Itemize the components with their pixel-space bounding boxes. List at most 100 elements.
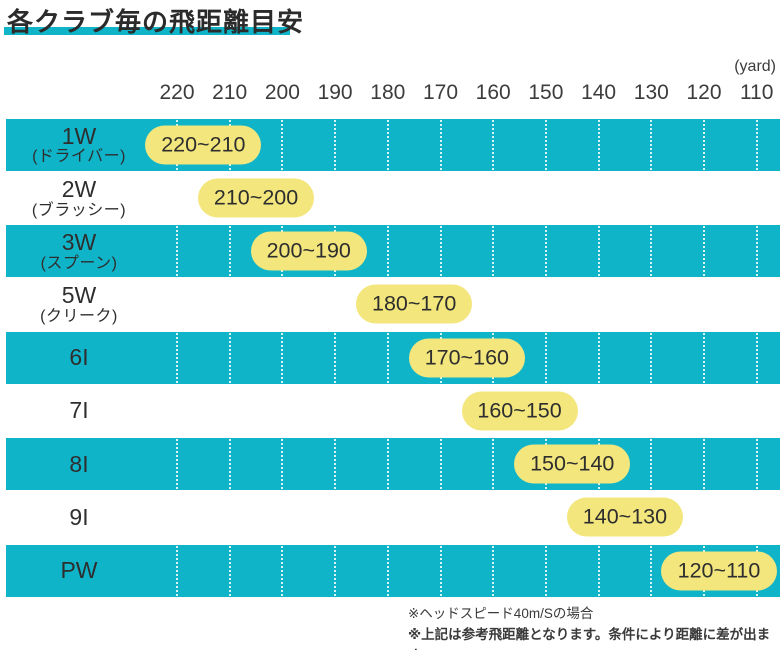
gridline-200	[281, 545, 284, 596]
gridline-180	[386, 119, 389, 170]
axis-tick-140: 140	[581, 81, 617, 104]
gridline-120	[703, 119, 705, 170]
row-9I: 9I 140~130	[0, 491, 780, 544]
axis-tick-180: 180	[370, 81, 406, 104]
axis-tick-190: 190	[317, 81, 353, 104]
gridline-120	[703, 439, 705, 490]
gridline-150	[544, 226, 547, 277]
club-label-group: 3W (スプーン)	[6, 225, 152, 278]
gridline-130	[650, 119, 653, 170]
gridline-220	[176, 545, 178, 596]
distance-pill: 180~170	[356, 284, 473, 324]
gridline-160	[492, 545, 495, 596]
club-label-group: 9I	[6, 491, 152, 544]
title-underline-bar	[4, 27, 290, 35]
club-label: 2W	[61, 175, 97, 202]
gridline-110	[755, 439, 758, 490]
club-label-group: 7I	[6, 384, 152, 437]
club-label-group: 5W (クリーク)	[6, 278, 152, 331]
distance-pill: 140~130	[566, 497, 683, 537]
row-5W: 5W (クリーク) 180~170	[0, 278, 780, 331]
club-sublabel: (ブラッシー)	[31, 201, 127, 219]
row-PW: PW 120~110	[0, 544, 780, 597]
gridline-140	[597, 119, 600, 170]
axis-tick-120: 120	[686, 81, 722, 104]
gridline-160	[492, 439, 495, 490]
distance-pill: 160~150	[461, 391, 578, 431]
club-distance-chart: 1W (ドライバー) 220~210 2W (ブラッシー) 210~200 3W (スプーン)…	[0, 118, 780, 597]
gridline-150	[544, 119, 547, 170]
gridline-170	[439, 119, 442, 170]
gridline-220	[176, 439, 178, 490]
club-sublabel: (スプーン)	[40, 254, 118, 272]
club-label: 6I	[69, 344, 89, 371]
club-sublabel: (クリーク)	[40, 308, 118, 326]
axis-tick-210: 210	[212, 81, 248, 104]
row-1W: 1W (ドライバー) 220~210	[0, 118, 780, 171]
distance-pill: 170~160	[408, 338, 525, 378]
gridline-130	[650, 332, 653, 383]
club-label: 7I	[69, 397, 89, 424]
gridline-210	[228, 545, 231, 596]
gridline-210	[228, 439, 231, 490]
gridline-210	[228, 332, 231, 383]
row-6I: 6I 170~160	[0, 331, 780, 384]
distance-pill: 220~210	[145, 125, 262, 165]
page-title: 各クラブ毎の飛距離目安	[7, 7, 305, 37]
gridline-170	[439, 545, 442, 596]
distance-pill: 200~190	[250, 231, 367, 271]
gridline-110	[755, 119, 758, 170]
teal-band	[6, 118, 780, 171]
gridline-180	[386, 439, 389, 490]
club-label: 5W	[61, 282, 97, 309]
teal-band	[6, 438, 780, 491]
club-label-group: 1W (ドライバー)	[6, 118, 152, 171]
gridline-200	[281, 119, 284, 170]
row-8I: 8I 150~140	[0, 438, 780, 491]
gridline-160	[492, 226, 495, 277]
club-label-group: 8I	[6, 438, 152, 491]
gridline-140	[597, 545, 600, 596]
gridline-170	[439, 226, 442, 277]
row-3W: 3W (スプーン) 200~190	[0, 225, 780, 278]
gridline-220	[176, 226, 178, 277]
gridline-130	[650, 545, 653, 596]
gridline-150	[544, 545, 547, 596]
club-label: 8I	[69, 450, 89, 477]
distance-pill: 210~200	[198, 178, 315, 218]
footnote-headspeed: ※ヘッドスピード40m/Sの場合	[408, 606, 594, 621]
gridline-190	[334, 332, 337, 383]
club-label: 9I	[69, 503, 89, 530]
gridline-130	[650, 226, 653, 277]
axis-tick-150: 150	[528, 81, 564, 104]
gridline-140	[597, 226, 600, 277]
gridline-150	[544, 332, 547, 383]
club-label-group: 6I	[6, 331, 152, 384]
gridline-200	[281, 332, 284, 383]
gridline-200	[281, 439, 284, 490]
gridline-110	[755, 226, 758, 277]
axis-tick-160: 160	[475, 81, 511, 104]
club-sublabel: (ドライバー)	[32, 148, 126, 166]
x-axis: 220 210 200 190 180 170 160 150 140 130 120 110	[0, 81, 780, 107]
club-label: 3W	[61, 229, 97, 256]
gridline-190	[334, 545, 337, 596]
teal-band	[6, 544, 780, 597]
gridline-180	[386, 226, 389, 277]
gridline-120	[703, 226, 705, 277]
distance-pill: 120~110	[661, 551, 777, 591]
club-label-group: PW	[6, 544, 152, 597]
gridline-170	[439, 439, 442, 490]
gridline-140	[597, 332, 600, 383]
gridline-120	[703, 332, 705, 383]
axis-tick-130: 130	[633, 81, 669, 104]
distance-pill: 150~140	[514, 444, 631, 484]
footnote-disclaimer: ※上記は参考飛距離となります。条件により距離に差が出ます。	[408, 627, 771, 650]
gridline-190	[334, 119, 337, 170]
teal-band	[6, 331, 780, 384]
gridline-160	[492, 119, 495, 170]
gridline-190	[334, 439, 337, 490]
axis-tick-110: 110	[739, 81, 774, 104]
axis-tick-220: 220	[159, 81, 195, 104]
